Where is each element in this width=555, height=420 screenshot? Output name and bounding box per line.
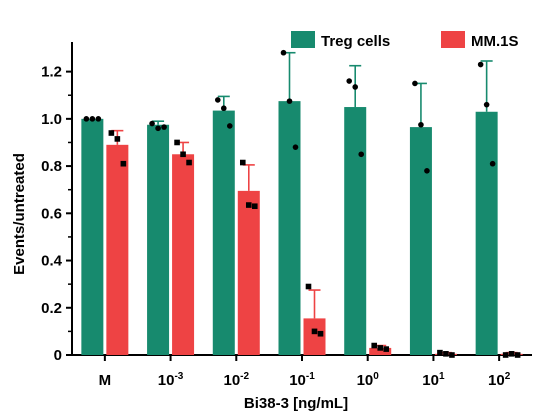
- data-point-mm1s: [514, 352, 521, 358]
- data-point-mm1s: [377, 345, 384, 351]
- data-point-mm1s: [251, 203, 258, 210]
- y-tick-label: 1.2: [41, 64, 62, 81]
- data-point-mm1s: [449, 352, 455, 358]
- data-point-mm1s: [180, 151, 186, 158]
- data-point-treg: [292, 144, 299, 150]
- x-tick-label: 101: [422, 371, 445, 389]
- data-point-mm1s: [437, 349, 443, 356]
- data-point-mm1s: [502, 352, 509, 358]
- data-point-mm1s: [305, 283, 312, 290]
- data-point-treg: [418, 121, 424, 128]
- bars: [81, 101, 523, 356]
- x-tick-label: 100: [357, 371, 380, 389]
- legend-label-mm1s: MM.1S: [471, 33, 519, 50]
- data-point-treg: [155, 125, 161, 132]
- data-point-mm1s: [108, 130, 115, 136]
- data-point-mm1s: [443, 351, 449, 357]
- y-tick-label: 0: [54, 347, 62, 364]
- bar-mm1s: [237, 190, 260, 355]
- y-tick-label: 0.4: [41, 253, 63, 270]
- y-tick-label: 0.6: [41, 205, 62, 222]
- data-point-treg: [83, 116, 90, 122]
- bar-treg: [344, 107, 367, 356]
- data-point-mm1s: [239, 159, 246, 166]
- bar-treg: [147, 124, 170, 355]
- data-point-treg: [358, 151, 365, 158]
- legend-swatch-treg: [291, 31, 315, 48]
- data-point-treg: [161, 124, 167, 130]
- y-axis-title: Events/untreated: [11, 153, 28, 275]
- x-tick-label: M: [99, 372, 112, 389]
- bar-treg: [409, 127, 432, 355]
- data-point-treg: [346, 78, 353, 84]
- data-point-treg: [220, 105, 227, 112]
- data-point-treg: [149, 120, 155, 127]
- data-point-treg: [95, 116, 102, 122]
- x-tick-label: 10-3: [158, 371, 184, 389]
- data-point-mm1s: [174, 139, 180, 146]
- x-tick-label: 10-1: [289, 371, 315, 389]
- y-tick-label: 0.8: [41, 158, 62, 175]
- bar-treg: [278, 101, 301, 355]
- y-tick-label: 0.2: [41, 300, 62, 317]
- data-point-treg: [352, 84, 359, 90]
- x-tick-label: 102: [488, 371, 511, 389]
- bar-treg: [212, 110, 235, 355]
- data-point-treg: [489, 160, 496, 167]
- data-point-treg: [412, 80, 418, 87]
- data-point-treg: [424, 168, 430, 174]
- data-point-mm1s: [245, 202, 252, 208]
- data-point-treg: [226, 123, 233, 129]
- data-point-treg: [280, 49, 287, 56]
- data-point-mm1s: [114, 136, 121, 142]
- bar-mm1s: [172, 154, 195, 355]
- x-axis-title: Bi38-3 [ng/mL]: [244, 395, 348, 412]
- data-point-mm1s: [371, 342, 378, 349]
- legend-swatch-mm1s: [441, 31, 465, 48]
- data-point-mm1s: [317, 330, 324, 337]
- data-point-treg: [214, 97, 221, 103]
- bar-mm1s: [303, 318, 326, 355]
- legend-label-treg: Treg cells: [321, 33, 390, 50]
- data-point-treg: [477, 61, 484, 68]
- data-point-treg: [483, 101, 490, 108]
- y-tick-labels: 0 0.2 0.4 0.6 0.8 1.0 1.2: [41, 64, 63, 364]
- data-point-mm1s: [120, 160, 127, 167]
- bar-mm1s: [106, 144, 129, 355]
- bar-treg: [81, 118, 104, 355]
- legend: Treg cells MM.1S: [291, 31, 519, 50]
- data-point-treg: [286, 98, 293, 104]
- y-tick-label: 1.0: [41, 111, 62, 128]
- x-tick-labels: M 10-3 10-2 10-1 100 101 102: [99, 371, 511, 389]
- bar-mm1s: [369, 347, 392, 355]
- bar-treg: [475, 111, 498, 355]
- data-point-mm1s: [186, 159, 192, 166]
- data-point-mm1s: [383, 346, 390, 352]
- data-points: [83, 49, 521, 358]
- data-point-treg: [89, 116, 96, 122]
- x-tick-label: 10-2: [223, 371, 249, 389]
- data-point-mm1s: [311, 328, 318, 335]
- data-point-mm1s: [508, 351, 515, 357]
